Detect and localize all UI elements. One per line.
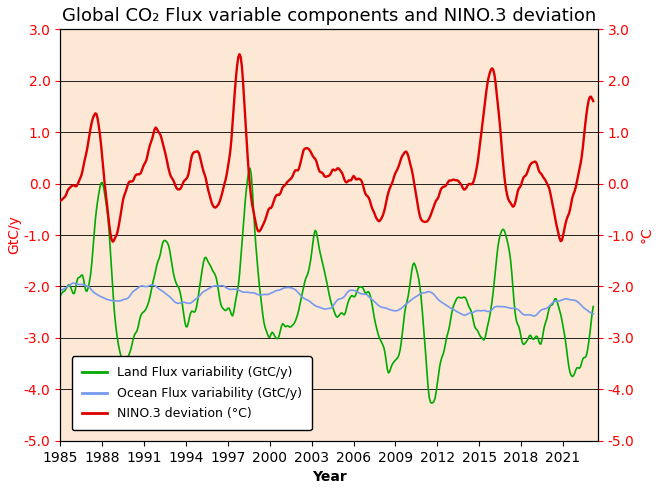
X-axis label: Year: Year — [312, 470, 346, 484]
Y-axis label: °C: °C — [640, 227, 654, 244]
Y-axis label: GtC/y: GtC/y — [7, 216, 21, 254]
Legend: Land Flux variability (GtC/y), Ocean Flux variability (GtC/y), NINO.3 deviation : Land Flux variability (GtC/y), Ocean Flu… — [72, 356, 312, 431]
Title: Global CO₂ Flux variable components and NINO.3 deviation: Global CO₂ Flux variable components and … — [62, 7, 596, 25]
